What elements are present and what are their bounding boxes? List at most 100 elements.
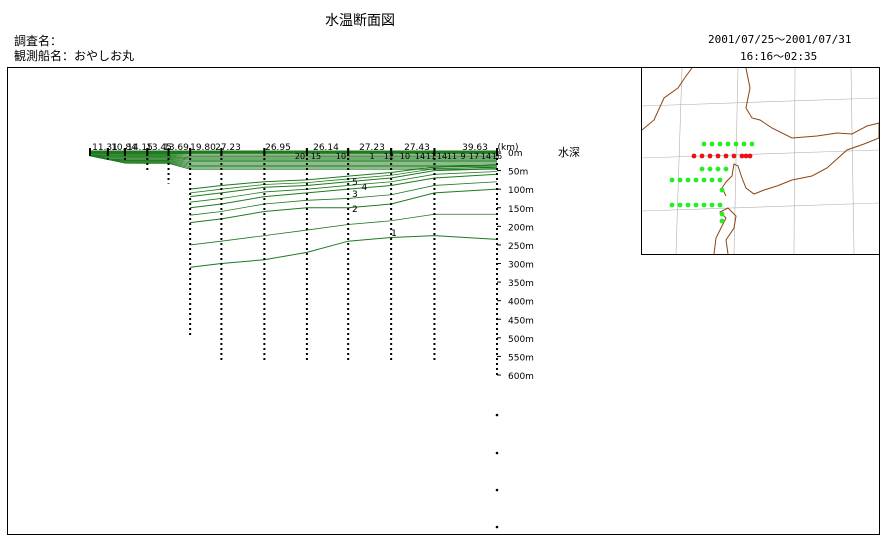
map-canvas	[641, 67, 880, 255]
surface-contour-label: 16	[492, 152, 502, 161]
map-station-dot	[717, 177, 723, 183]
distance-label: 26.95	[265, 143, 291, 153]
distance-label: 10.84	[111, 143, 137, 153]
isotherm-2	[190, 188, 498, 224]
map-station-dot	[709, 202, 715, 208]
map-longitude-line	[675, 67, 683, 255]
depth-tick-label: 600m	[508, 372, 534, 382]
isotherm-intermediate	[190, 166, 498, 194]
depth-tick-label: 300m	[508, 261, 534, 271]
thermocline-contour	[89, 155, 497, 161]
map-coastline	[641, 67, 693, 131]
map-station-dot	[707, 166, 713, 172]
map-station-dot	[701, 202, 707, 208]
contour-value-label: 1	[391, 229, 397, 239]
survey-name-label: 調査名：	[14, 34, 63, 48]
surface-contour-label: 9	[460, 152, 465, 161]
isotherm-intermediate	[190, 213, 497, 246]
map-station-dot	[669, 177, 675, 183]
depth-tick-label: 150m	[508, 205, 534, 215]
distance-unit-label: (km)	[497, 143, 518, 153]
surface-contour-label: 14	[437, 152, 447, 161]
map-coastline	[721, 67, 880, 197]
surface-contour-label: 1	[369, 152, 374, 161]
map-station-dot	[719, 187, 725, 193]
map-station-dot	[723, 153, 729, 159]
contour-value-label: 5	[352, 178, 358, 188]
map-station-dot	[715, 166, 721, 172]
date-range: 2001/07/25～2001/07/31	[708, 33, 852, 46]
map-coastline	[713, 207, 737, 255]
time-range: 16:16～02:35	[740, 50, 818, 63]
depth-tick-label: 450m	[508, 316, 534, 326]
map-station-dot	[717, 141, 723, 147]
surface-contour-label: 14	[415, 152, 425, 161]
depth-tick-label: 400m	[508, 298, 534, 308]
depth-axis-label: 水深	[558, 146, 580, 159]
isotherm-1	[190, 235, 498, 268]
map-station-dot	[677, 177, 683, 183]
surface-contour-label: 12	[384, 152, 394, 161]
distance-label: 27.23	[215, 143, 241, 153]
map-station-dot	[699, 153, 705, 159]
map-station-dot	[691, 153, 697, 159]
ship-name-label: 観測船名：おやしお丸	[14, 49, 135, 63]
chart-frame	[7, 67, 880, 535]
distance-label: 27.43	[404, 143, 430, 153]
map-station-dot	[723, 166, 729, 172]
map-longitude-line	[793, 67, 796, 255]
thermocline-contour	[89, 155, 497, 169]
map-station-dot	[725, 141, 731, 147]
distance-label: 14.15	[127, 143, 153, 153]
surface-contour-label: 20	[295, 152, 305, 161]
map-station-dot	[669, 202, 675, 208]
depth-tick-label: 0m	[508, 149, 523, 159]
map-station-dot	[685, 202, 691, 208]
distance-label: 26.14	[313, 143, 339, 153]
deep-sample-dot	[495, 451, 499, 455]
contour-value-label: 3	[352, 190, 358, 200]
depth-tick-label: 350m	[508, 279, 534, 289]
map-station-dot	[717, 202, 723, 208]
distance-label: 39.63	[462, 143, 488, 153]
deep-sample-dot	[495, 413, 499, 417]
map-station-dot	[701, 177, 707, 183]
map-station-dot	[677, 202, 683, 208]
isotherm-4	[190, 168, 498, 198]
distance-label: 11.31	[92, 143, 118, 153]
depth-tick-label: 250m	[508, 242, 534, 252]
isotherm-5	[190, 164, 498, 190]
surface-contour-label: 11	[426, 152, 436, 161]
chart-title: 水温断面図	[325, 13, 395, 29]
thermocline-contour	[89, 155, 497, 159]
depth-tick-label: 200m	[508, 223, 534, 233]
contour-value-label: 4	[361, 183, 367, 193]
map-longitude-line	[850, 67, 855, 255]
map-station-dot	[699, 166, 705, 172]
map-station-dot	[731, 153, 737, 159]
map-station-dot	[693, 202, 699, 208]
surface-contour-label: 10	[336, 152, 346, 161]
surface-contour-label: 10	[400, 152, 410, 161]
map-station-dot	[739, 153, 745, 159]
depth-tick-label: 100m	[508, 186, 534, 196]
map-station-dot	[719, 218, 725, 224]
isotherm-3	[190, 173, 498, 209]
map-station-dot	[709, 141, 715, 147]
thermocline-contour	[89, 155, 497, 166]
isotherm-intermediate	[190, 171, 498, 203]
map-station-dot	[719, 211, 725, 217]
map-latitude-line	[641, 149, 880, 159]
map-station-dot	[749, 141, 755, 147]
surface-contour-label: 14	[481, 152, 491, 161]
map-station-dot	[707, 153, 713, 159]
depth-tick-label: 500m	[508, 335, 534, 345]
map-station-dot	[685, 177, 691, 183]
distance-label: 13.45	[146, 143, 172, 153]
isotherm-intermediate	[190, 181, 498, 216]
map-station-dot	[743, 153, 749, 159]
distance-label: 27.23	[359, 143, 385, 153]
station-map	[641, 67, 880, 255]
map-station-dot	[701, 141, 707, 147]
